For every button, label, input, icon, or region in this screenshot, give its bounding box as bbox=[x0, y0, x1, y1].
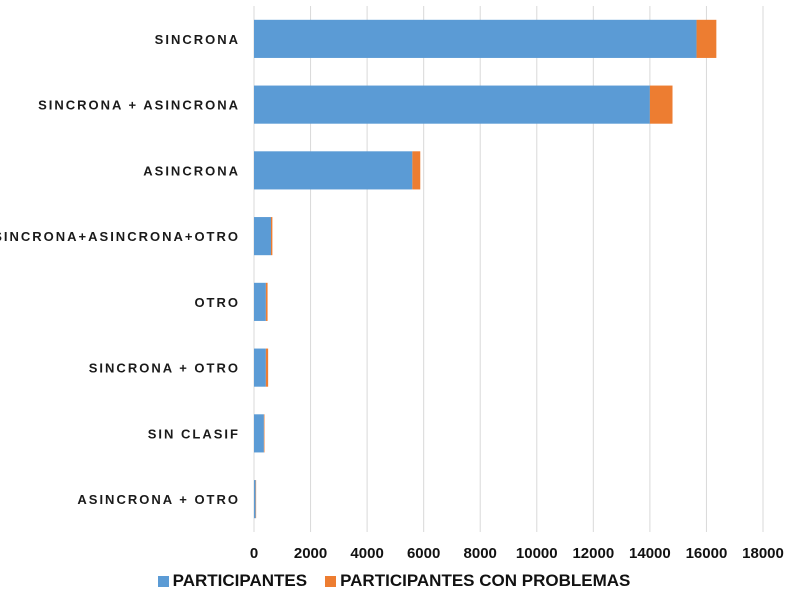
bar-segment-participantes bbox=[254, 282, 266, 321]
category-label: SIN CLASIF bbox=[148, 426, 240, 441]
bar-segment-problemas bbox=[412, 151, 421, 190]
legend-item-participantes-con-problemas: PARTICIPANTES CON PROBLEMAS bbox=[325, 571, 630, 591]
category-label: OTRO bbox=[194, 295, 240, 310]
bar-segment-participantes bbox=[254, 19, 697, 58]
gridlines bbox=[253, 6, 764, 532]
x-tick-label: 10000 bbox=[516, 545, 558, 562]
bar-segment-participantes bbox=[254, 217, 271, 256]
bar-segment-problemas bbox=[265, 348, 269, 387]
bar-segment-problemas bbox=[263, 414, 265, 453]
bars bbox=[254, 19, 717, 519]
bar-segment-participantes bbox=[254, 414, 264, 453]
x-tick-label: 0 bbox=[250, 545, 258, 562]
category-label: ASINCRONA bbox=[143, 163, 240, 178]
bar-segment-problemas bbox=[649, 85, 673, 124]
bar-segment-participantes bbox=[254, 480, 256, 519]
bar-segment-participantes bbox=[254, 348, 266, 387]
legend-label: PARTICIPANTES CON PROBLEMAS bbox=[340, 571, 631, 590]
bar-segment-participantes bbox=[254, 85, 650, 124]
legend-swatch bbox=[325, 575, 337, 587]
legend: PARTICIPANTES PARTICIPANTES CON PROBLEMA… bbox=[0, 568, 788, 594]
category-label: SINCRONA+ASINCRONA+OTRO bbox=[0, 229, 240, 244]
x-tick-label: 6000 bbox=[407, 545, 440, 562]
bar-chart: SINCRONA SINCRONA + ASINCRONA ASINCRONA SIN… bbox=[0, 6, 784, 562]
category-label: SINCRONA + OTRO bbox=[89, 361, 240, 376]
bar-segment-problemas bbox=[265, 282, 268, 321]
x-tick-label: 16000 bbox=[686, 545, 728, 562]
legend-label: PARTICIPANTES bbox=[172, 571, 308, 590]
x-tick-label: 12000 bbox=[572, 545, 614, 562]
x-tick-label: 14000 bbox=[629, 545, 671, 562]
bar-segment-problemas bbox=[696, 19, 717, 58]
legend-item-participantes: PARTICIPANTES bbox=[157, 571, 308, 591]
x-tick-label: 8000 bbox=[464, 545, 497, 562]
category-label: SINCRONA + ASINCRONA bbox=[38, 98, 240, 113]
x-tick-label: 18000 bbox=[742, 545, 784, 562]
x-tick-label: 2000 bbox=[294, 545, 327, 562]
legend-swatch bbox=[157, 575, 169, 587]
x-tick-label: 4000 bbox=[350, 545, 383, 562]
category-label: ASINCRONA + OTRO bbox=[77, 492, 240, 507]
bar-segment-participantes bbox=[254, 151, 413, 190]
category-labels: SINCRONA SINCRONA + ASINCRONA ASINCRONA SIN… bbox=[0, 32, 240, 507]
category-label: SINCRONA bbox=[155, 32, 240, 47]
bar-segment-problemas bbox=[270, 217, 273, 256]
x-tick-labels: 0 2000 4000 6000 8000 10000 12000 14000 16000 180… bbox=[250, 545, 784, 562]
